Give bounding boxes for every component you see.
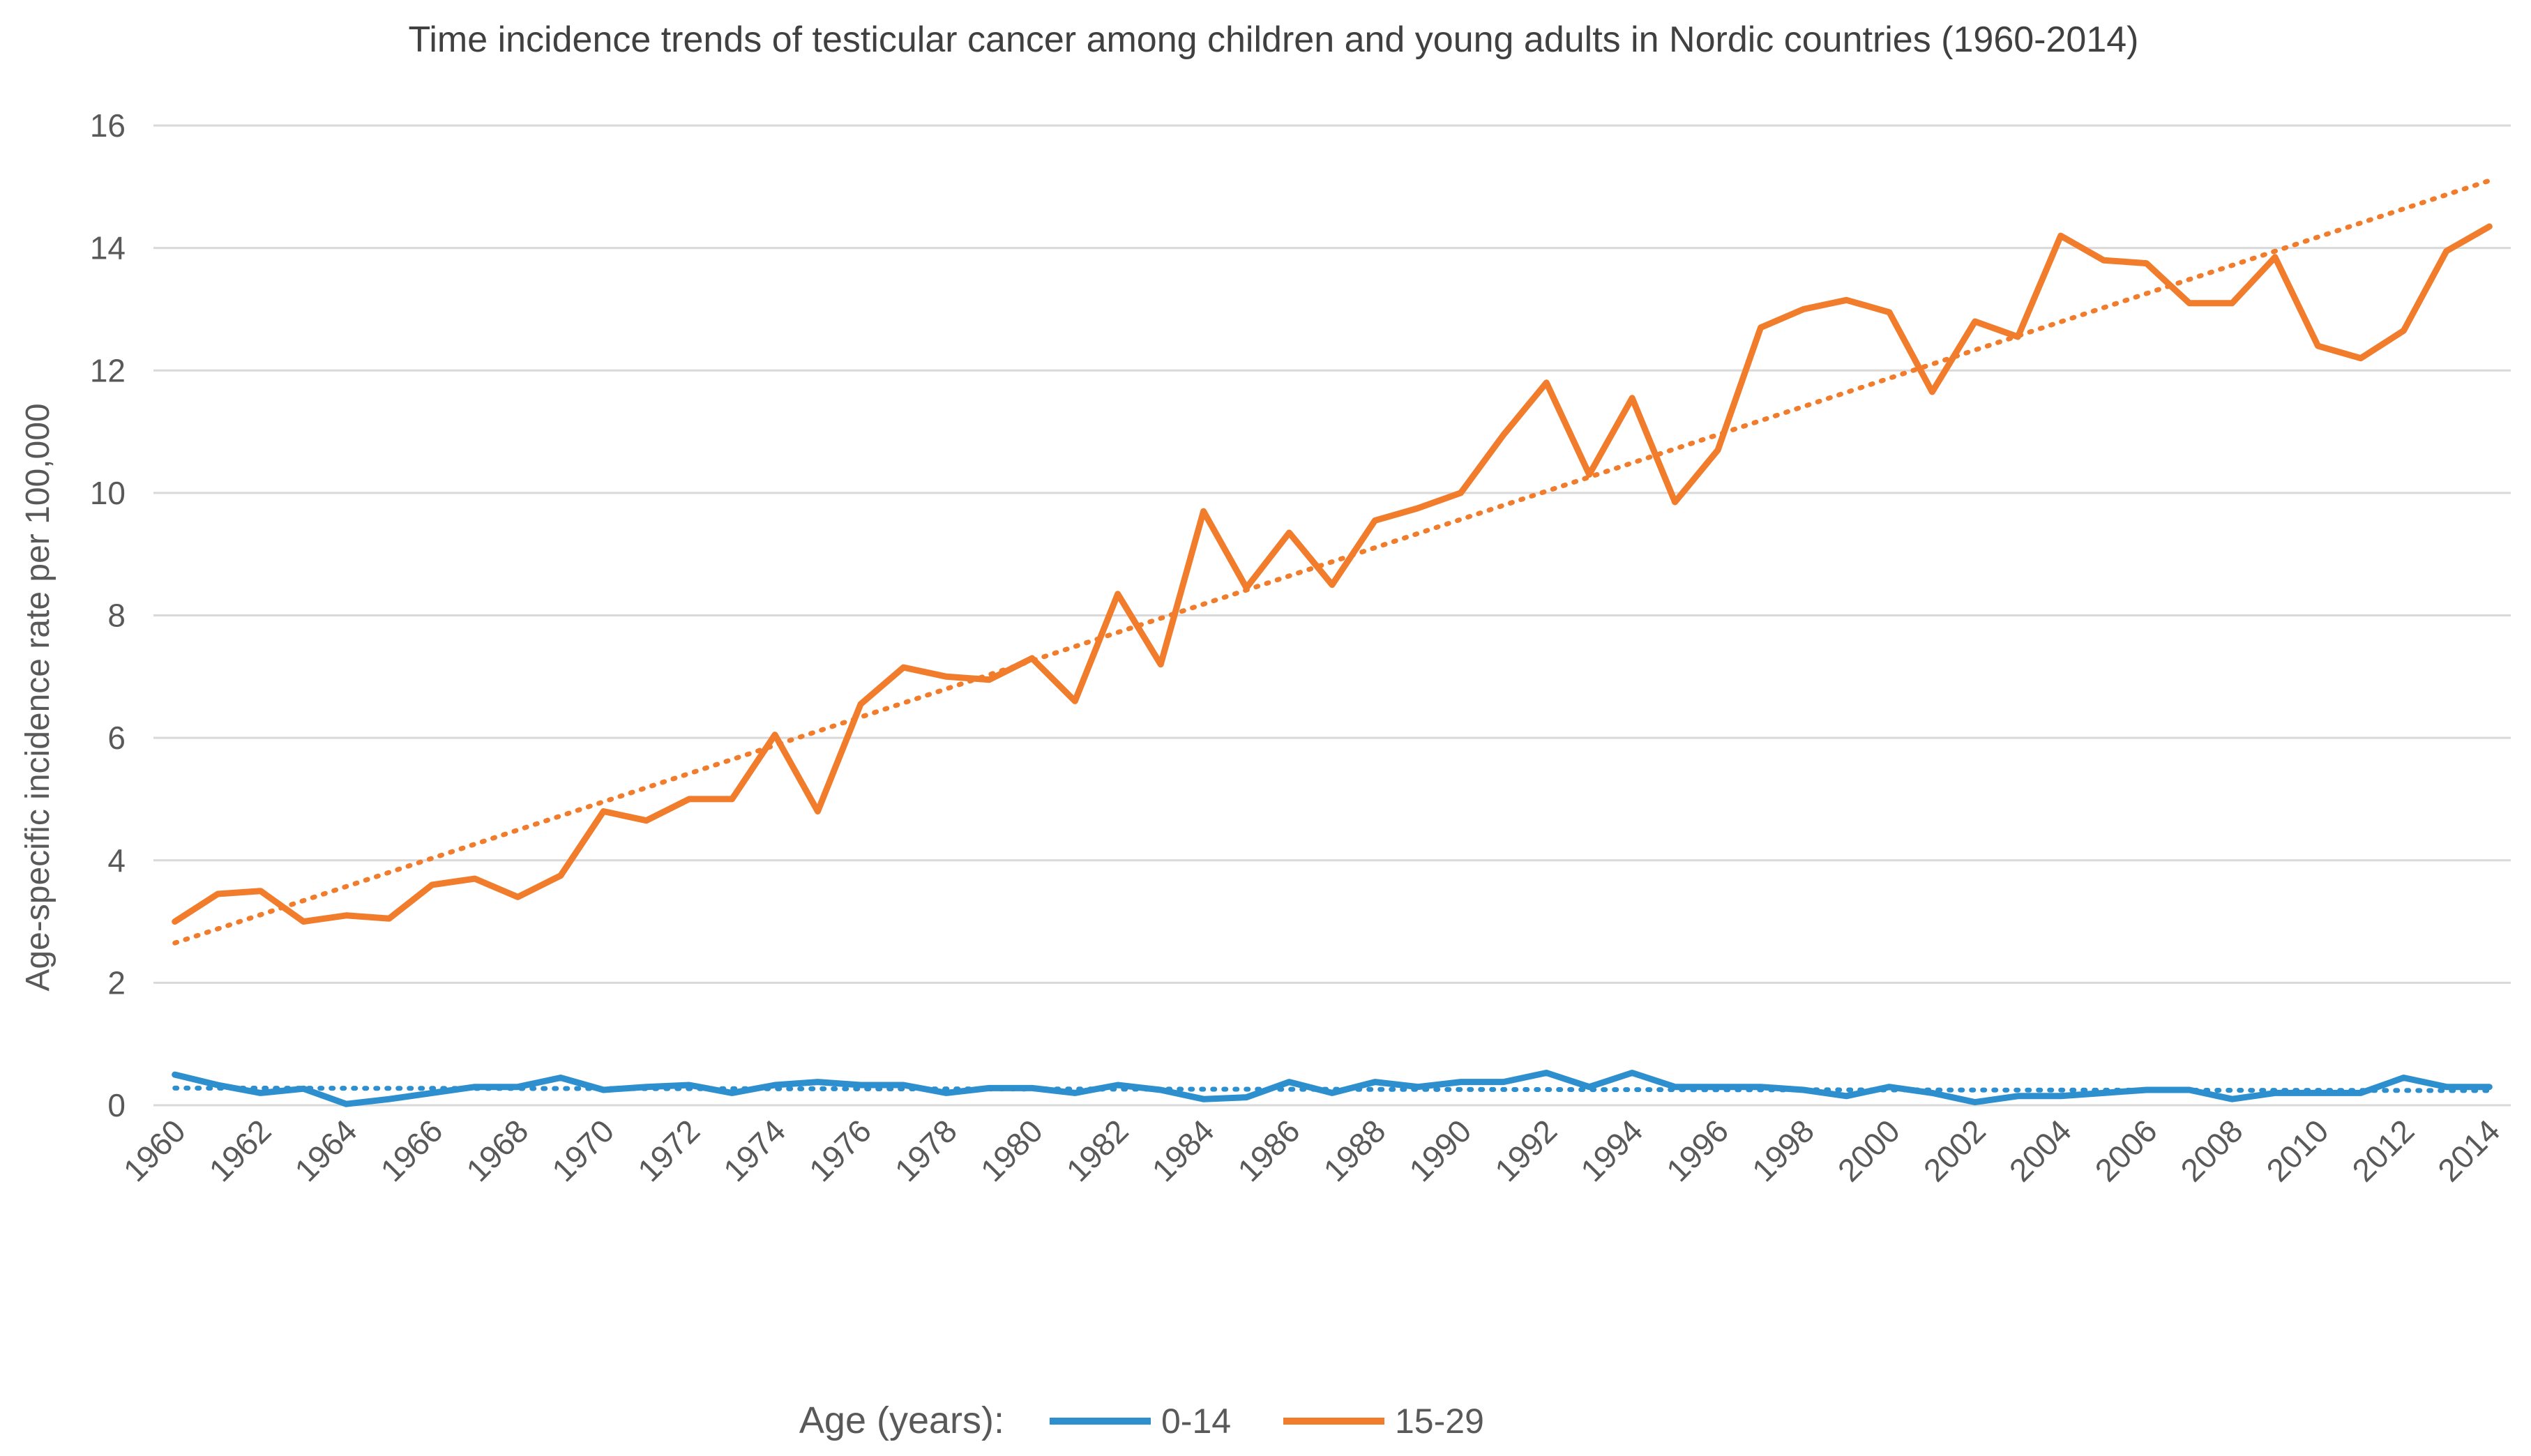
x-tick-label: 1978 <box>888 1112 964 1188</box>
legend-label-15-29: 15-29 <box>1395 1402 1484 1441</box>
legend-title: Age (years): <box>799 1400 1004 1441</box>
series-lines <box>172 223 2493 1107</box>
x-tick-label: 1964 <box>287 1112 363 1188</box>
x-tick-label: 1968 <box>459 1112 535 1188</box>
x-tick-label: 2014 <box>2431 1112 2507 1188</box>
x-tick-label: 1962 <box>202 1112 278 1188</box>
x-tick-label: 2010 <box>2259 1112 2335 1188</box>
x-tick-label: 2008 <box>2173 1112 2249 1188</box>
y-tick-label: 10 <box>90 475 126 511</box>
y-tick-label: 16 <box>90 107 126 144</box>
series-line-15-29 <box>172 223 2493 925</box>
y-tick-label: 2 <box>107 964 126 1001</box>
y-tick-label: 0 <box>107 1087 126 1123</box>
x-tick-label: 1998 <box>1745 1112 1821 1188</box>
y-axis-ticks: 0 2 4 6 8 10 12 14 16 <box>90 107 126 1123</box>
y-tick-label: 8 <box>107 598 126 634</box>
y-tick-label: 4 <box>107 842 126 879</box>
gridlines <box>153 124 2511 1107</box>
x-tick-label: 1966 <box>373 1112 449 1188</box>
x-tick-label: 1986 <box>1230 1112 1306 1188</box>
y-tick-label: 6 <box>107 720 126 756</box>
x-tick-label: 1982 <box>1059 1112 1135 1188</box>
x-tick-label: 2012 <box>2345 1112 2421 1188</box>
y-axis-title: Age-specific incidence rate per 100,000 <box>20 403 56 991</box>
x-tick-label: 1988 <box>1316 1112 1392 1188</box>
series-line-0-14 <box>172 1070 2493 1107</box>
x-tick-label: 1980 <box>974 1112 1050 1188</box>
y-tick-label: 14 <box>90 230 126 266</box>
x-tick-label: 2002 <box>1917 1112 1993 1188</box>
x-tick-label: 1970 <box>545 1112 621 1188</box>
y-tick-label: 12 <box>90 352 126 388</box>
x-tick-label: 1976 <box>802 1112 878 1188</box>
x-tick-label: 1984 <box>1145 1112 1221 1188</box>
legend-label-0-14: 0-14 <box>1161 1402 1231 1441</box>
x-tick-label: 1974 <box>716 1112 792 1188</box>
x-tick-label: 1972 <box>630 1112 707 1188</box>
legend: Age (years): 0-14 15-29 <box>799 1400 1484 1441</box>
x-tick-label: 2000 <box>1831 1112 1907 1188</box>
trendline-15-29 <box>172 178 2492 946</box>
x-tick-label: 2006 <box>2088 1112 2164 1188</box>
x-tick-label: 2004 <box>2002 1112 2078 1188</box>
chart-title: Time incidence trends of testicular canc… <box>409 20 2139 60</box>
x-tick-label: 1960 <box>116 1112 192 1188</box>
x-tick-label: 1992 <box>1488 1112 1564 1188</box>
x-tick-label: 1996 <box>1659 1112 1735 1188</box>
x-tick-label: 1994 <box>1573 1112 1649 1188</box>
trendlines <box>172 178 2492 1093</box>
x-tick-label: 1990 <box>1402 1112 1478 1188</box>
x-axis-ticks: 1960 1962 1964 1966 1968 1970 1972 1974 1976 1978… <box>116 1112 2507 1188</box>
